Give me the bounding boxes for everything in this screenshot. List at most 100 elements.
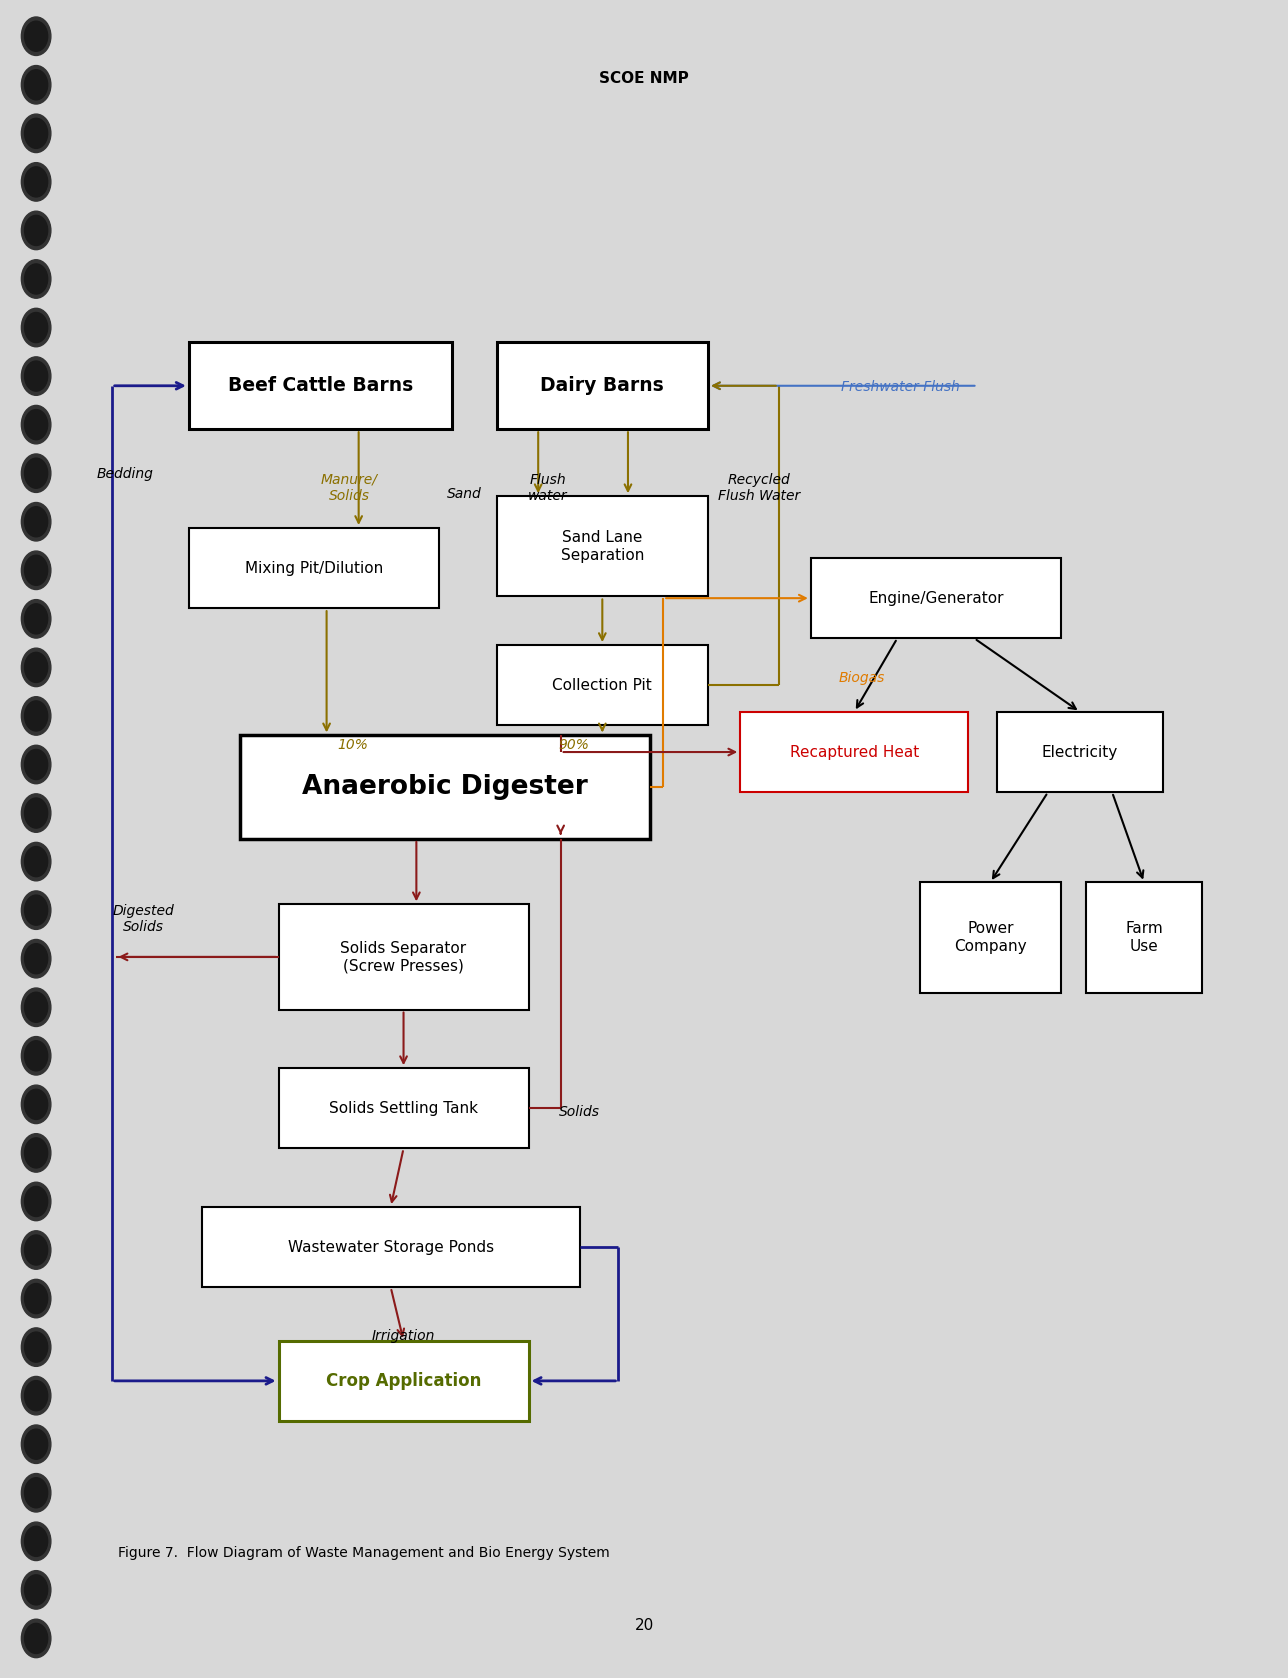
Text: Recaptured Heat: Recaptured Heat: [790, 745, 918, 760]
Circle shape: [24, 943, 48, 973]
Circle shape: [24, 1623, 48, 1653]
Circle shape: [24, 555, 48, 586]
Circle shape: [22, 406, 50, 445]
Text: Collection Pit: Collection Pit: [553, 678, 652, 693]
Circle shape: [22, 599, 50, 638]
Circle shape: [22, 1376, 50, 1415]
Circle shape: [22, 1086, 50, 1124]
Circle shape: [22, 1230, 50, 1269]
Text: Bedding: Bedding: [97, 468, 153, 482]
Circle shape: [22, 1183, 50, 1220]
Text: Crop Application: Crop Application: [326, 1373, 482, 1389]
Circle shape: [24, 1332, 48, 1363]
Text: Manure/
Solids: Manure/ Solids: [321, 473, 377, 503]
Circle shape: [24, 1235, 48, 1265]
FancyBboxPatch shape: [278, 1069, 528, 1148]
Text: Solids Separator
(Screw Presses): Solids Separator (Screw Presses): [340, 941, 466, 973]
Circle shape: [22, 1571, 50, 1609]
Text: Freshwater Flush: Freshwater Flush: [841, 381, 960, 394]
Circle shape: [22, 1279, 50, 1317]
FancyBboxPatch shape: [810, 559, 1061, 638]
Circle shape: [22, 891, 50, 930]
Circle shape: [24, 604, 48, 634]
Circle shape: [22, 211, 50, 250]
Circle shape: [22, 1327, 50, 1366]
FancyBboxPatch shape: [997, 711, 1163, 792]
Circle shape: [24, 653, 48, 683]
Text: Beef Cattle Barns: Beef Cattle Barns: [228, 376, 413, 396]
FancyBboxPatch shape: [920, 883, 1061, 993]
Text: Farm
Use: Farm Use: [1126, 921, 1163, 953]
Text: Electricity: Electricity: [1042, 745, 1118, 760]
Circle shape: [24, 1138, 48, 1168]
Circle shape: [24, 22, 48, 52]
Text: Solids Settling Tank: Solids Settling Tank: [328, 1101, 478, 1116]
Circle shape: [24, 507, 48, 537]
Text: Solids: Solids: [559, 1104, 600, 1119]
FancyBboxPatch shape: [189, 342, 452, 430]
FancyBboxPatch shape: [278, 904, 528, 1010]
Circle shape: [24, 1527, 48, 1557]
Circle shape: [22, 65, 50, 104]
Circle shape: [24, 166, 48, 196]
Circle shape: [24, 1186, 48, 1217]
Text: Mixing Pit/Dilution: Mixing Pit/Dilution: [245, 560, 383, 576]
Circle shape: [22, 648, 50, 686]
Circle shape: [22, 988, 50, 1027]
Text: Sand Lane
Separation: Sand Lane Separation: [560, 530, 644, 562]
Circle shape: [24, 847, 48, 876]
Text: 20: 20: [635, 1618, 653, 1633]
Circle shape: [22, 745, 50, 784]
Circle shape: [24, 215, 48, 245]
Text: SCOE NMP: SCOE NMP: [599, 70, 689, 86]
Text: Figure 7.  Flow Diagram of Waste Management and Bio Energy System: Figure 7. Flow Diagram of Waste Manageme…: [118, 1545, 611, 1561]
Circle shape: [24, 799, 48, 829]
Text: Biogas: Biogas: [838, 671, 885, 685]
FancyBboxPatch shape: [240, 735, 650, 839]
Circle shape: [22, 114, 50, 153]
Circle shape: [24, 263, 48, 294]
Circle shape: [22, 550, 50, 589]
Circle shape: [24, 1478, 48, 1509]
Circle shape: [24, 701, 48, 732]
Circle shape: [24, 70, 48, 99]
Circle shape: [24, 409, 48, 440]
Circle shape: [22, 455, 50, 492]
Circle shape: [24, 1089, 48, 1119]
Text: Anaerobic Digester: Anaerobic Digester: [303, 774, 589, 800]
Circle shape: [22, 502, 50, 540]
FancyBboxPatch shape: [1087, 883, 1202, 993]
Circle shape: [22, 1473, 50, 1512]
Circle shape: [22, 1134, 50, 1173]
FancyBboxPatch shape: [201, 1206, 580, 1287]
Circle shape: [22, 1522, 50, 1561]
FancyBboxPatch shape: [496, 644, 708, 725]
Text: Wastewater Storage Ponds: Wastewater Storage Ponds: [287, 1240, 493, 1255]
Circle shape: [22, 357, 50, 396]
Circle shape: [24, 750, 48, 780]
Circle shape: [22, 17, 50, 55]
Circle shape: [24, 1040, 48, 1071]
FancyBboxPatch shape: [741, 711, 969, 792]
FancyBboxPatch shape: [189, 529, 439, 607]
Circle shape: [24, 361, 48, 391]
Circle shape: [24, 1381, 48, 1411]
Circle shape: [24, 1576, 48, 1604]
FancyBboxPatch shape: [496, 497, 708, 596]
Circle shape: [22, 1425, 50, 1463]
Circle shape: [24, 1430, 48, 1460]
Circle shape: [24, 312, 48, 342]
Circle shape: [22, 842, 50, 881]
Text: Flush
water: Flush water: [528, 473, 568, 503]
Text: Irrigation: Irrigation: [371, 1329, 434, 1342]
Text: Power
Company: Power Company: [954, 921, 1027, 953]
Circle shape: [22, 309, 50, 347]
Text: 10%: 10%: [337, 738, 368, 752]
FancyBboxPatch shape: [496, 342, 708, 430]
Circle shape: [24, 894, 48, 925]
Text: Engine/Generator: Engine/Generator: [868, 591, 1003, 606]
FancyBboxPatch shape: [278, 1341, 528, 1421]
Circle shape: [24, 992, 48, 1022]
Text: Sand: Sand: [447, 488, 482, 502]
Circle shape: [22, 696, 50, 735]
